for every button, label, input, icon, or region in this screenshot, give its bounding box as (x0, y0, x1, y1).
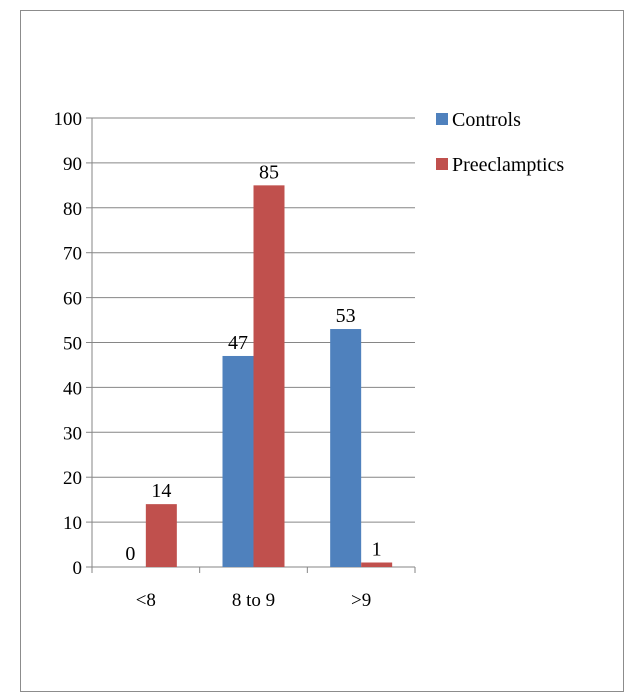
y-tick-label: 50 (63, 334, 82, 355)
data-label: 85 (259, 161, 279, 183)
x-tick-label: >9 (351, 590, 371, 611)
y-tick-label: 10 (63, 513, 82, 534)
bar-controls (330, 329, 361, 567)
data-label: 1 (372, 539, 382, 561)
x-tick-label: <8 (136, 590, 156, 611)
data-label: 53 (336, 305, 356, 327)
y-tick-label: 100 (54, 109, 83, 130)
legend-label-controls: Controls (452, 109, 521, 131)
legend-swatch-preeclamptics (436, 158, 448, 170)
bar-preeclamptics (361, 563, 392, 567)
y-tick-label: 70 (63, 244, 82, 265)
y-tick-label: 20 (63, 468, 82, 489)
data-label: 0 (125, 543, 135, 565)
y-tick-label: 90 (63, 154, 82, 175)
data-label: 14 (151, 480, 171, 502)
y-tick-label: 60 (63, 289, 82, 310)
y-tick-label: 80 (63, 199, 82, 220)
data-label: 47 (228, 332, 248, 354)
bar-preeclamptics (254, 185, 285, 567)
y-tick-label: 40 (63, 378, 82, 399)
bar-preeclamptics (146, 504, 177, 567)
x-tick-label: 8 to 9 (232, 590, 275, 611)
legend-label-preeclamptics: Preeclamptics (452, 154, 564, 176)
bar-controls (223, 356, 254, 567)
y-tick-label: 30 (63, 423, 82, 444)
legend-swatch-controls (436, 113, 448, 125)
y-tick-label: 0 (73, 558, 83, 579)
